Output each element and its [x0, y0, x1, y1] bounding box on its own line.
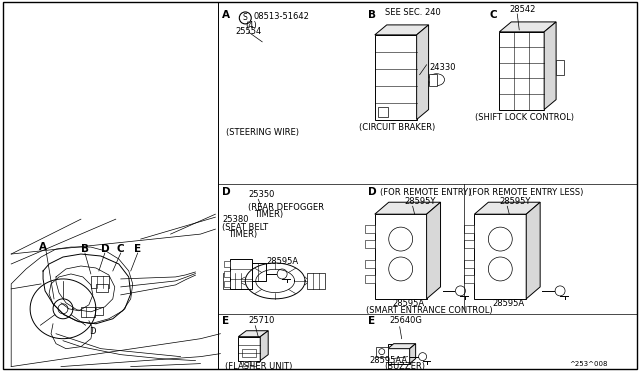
Text: 25380: 25380 [222, 215, 249, 224]
Text: (SEAT BELT: (SEAT BELT [222, 222, 269, 232]
Bar [388, 344, 410, 363]
Text: (FOR REMOTE ENTRY LESS): (FOR REMOTE ENTRY LESS) [469, 188, 584, 197]
Bar [225, 281, 230, 287]
Bar [499, 32, 544, 110]
Bar [96, 284, 108, 292]
Text: (REAR DEFOGGER: (REAR DEFOGGER [248, 203, 324, 212]
Text: 25554: 25554 [236, 28, 262, 36]
Bar [465, 260, 474, 268]
Text: 25710: 25710 [248, 316, 275, 325]
Bar [378, 107, 388, 116]
Text: TIMER): TIMER) [254, 210, 284, 219]
Bar [238, 337, 260, 360]
Bar [465, 225, 474, 233]
Bar [474, 214, 526, 299]
Bar [375, 35, 417, 119]
Text: (SMART ENTRANCE CONTROL): (SMART ENTRANCE CONTROL) [366, 306, 493, 315]
Bar [376, 347, 388, 357]
Text: (SHIFT LOCK CONTROL): (SHIFT LOCK CONTROL) [475, 113, 573, 122]
Bar [365, 240, 375, 248]
Text: A: A [222, 10, 230, 20]
Bar [243, 360, 248, 366]
Polygon shape [474, 202, 540, 214]
Polygon shape [375, 25, 429, 35]
Text: 28595Y: 28595Y [404, 197, 436, 206]
Bar [252, 263, 266, 281]
Text: D: D [368, 187, 376, 197]
Bar [225, 271, 230, 277]
Bar [307, 273, 325, 289]
Text: 08513-51642: 08513-51642 [253, 12, 309, 22]
Polygon shape [417, 25, 429, 119]
Bar [429, 74, 436, 86]
Text: (FLASHER UNIT): (FLASHER UNIT) [225, 362, 292, 371]
Text: E: E [134, 244, 141, 254]
Text: 28595A: 28595A [266, 257, 298, 266]
Bar [252, 360, 256, 366]
Text: E: E [368, 316, 375, 326]
Text: (BUZZER): (BUZZER) [384, 362, 425, 371]
Polygon shape [544, 22, 556, 110]
Polygon shape [526, 202, 540, 299]
Text: (STEERING WIRE): (STEERING WIRE) [226, 128, 299, 137]
Text: SEE SEC. 240: SEE SEC. 240 [385, 9, 440, 17]
Text: 28595A: 28595A [393, 299, 425, 308]
Text: (FOR REMOTE ENTRY): (FOR REMOTE ENTRY) [380, 188, 471, 197]
Text: A: A [39, 242, 47, 252]
Bar [81, 307, 95, 317]
Bar [365, 260, 375, 268]
Polygon shape [388, 344, 415, 349]
Text: (4): (4) [245, 22, 257, 31]
Polygon shape [410, 344, 415, 363]
Text: 28595A: 28595A [492, 299, 524, 308]
Bar [243, 349, 256, 357]
Text: B: B [81, 244, 89, 254]
Text: 25640G: 25640G [390, 316, 422, 325]
Bar [556, 60, 564, 75]
Bar [223, 273, 241, 289]
Bar [375, 214, 427, 299]
Polygon shape [260, 331, 268, 360]
Polygon shape [427, 202, 440, 299]
Polygon shape [499, 22, 556, 32]
Text: 28595AA: 28595AA [370, 356, 408, 365]
Text: C: C [490, 10, 497, 20]
Text: 28595Y: 28595Y [499, 197, 531, 206]
Text: 24330: 24330 [429, 63, 456, 72]
Text: D: D [89, 327, 95, 336]
Text: (CIRCUIT BRAKER): (CIRCUIT BRAKER) [358, 123, 435, 132]
Bar [365, 225, 375, 233]
Text: D: D [222, 187, 231, 197]
Bar [225, 261, 230, 267]
Bar [91, 276, 109, 288]
Text: C: C [116, 244, 124, 254]
Bar [465, 240, 474, 248]
Text: 25350: 25350 [248, 190, 275, 199]
Text: TIMER): TIMER) [228, 230, 257, 238]
Text: ^253^008: ^253^008 [570, 360, 608, 367]
Bar [465, 275, 474, 283]
Ellipse shape [429, 74, 445, 86]
Bar [230, 259, 252, 289]
Bar [95, 307, 103, 315]
Polygon shape [375, 202, 440, 214]
Polygon shape [238, 331, 268, 337]
Text: E: E [222, 316, 230, 326]
Text: 28542: 28542 [509, 6, 536, 15]
Text: B: B [368, 10, 376, 20]
Bar [365, 275, 375, 283]
Text: S: S [243, 13, 248, 22]
Text: D: D [101, 244, 109, 254]
